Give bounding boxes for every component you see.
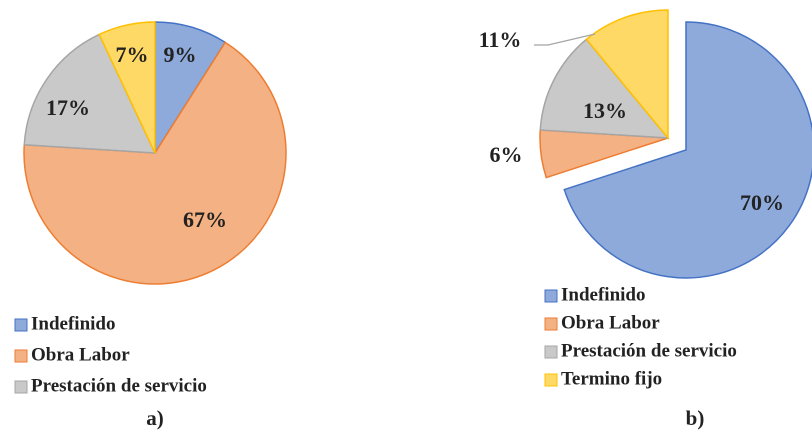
data-label: 13% (583, 98, 627, 123)
data-label: 7% (116, 42, 149, 67)
pie-slice (585, 9, 669, 141)
legend-label: Indefinido (31, 313, 115, 334)
pie-slice (23, 41, 287, 285)
leader-line (534, 33, 596, 46)
data-label: 6% (490, 142, 523, 167)
legend-label: Prestación de servicio (31, 375, 207, 396)
data-label: 67% (183, 207, 227, 232)
pie-slice (23, 33, 157, 154)
caption: b) (686, 406, 705, 430)
data-label: 70% (740, 190, 784, 215)
legend-swatch (544, 317, 558, 331)
legend-swatch (14, 349, 28, 363)
caption: a) (146, 406, 164, 430)
legend-label: Obra Labor (31, 344, 130, 365)
legend-swatch (544, 289, 558, 303)
legend-swatch (14, 380, 28, 394)
pie-slice (563, 21, 812, 279)
legend-label: Termino fijo (561, 368, 662, 389)
data-label: 17% (46, 95, 90, 120)
legend-swatch (544, 345, 558, 359)
legend-swatch (544, 373, 558, 387)
legend-label: Indefinido (561, 284, 645, 305)
pie-slice (98, 21, 156, 154)
data-label: 11% (479, 27, 522, 52)
data-label: 9% (164, 42, 197, 67)
legend-label: Prestación de servicio (561, 340, 737, 361)
legend-swatch (14, 318, 28, 332)
pie-slice (539, 38, 670, 139)
legend-label: Obra Labor (561, 312, 660, 333)
